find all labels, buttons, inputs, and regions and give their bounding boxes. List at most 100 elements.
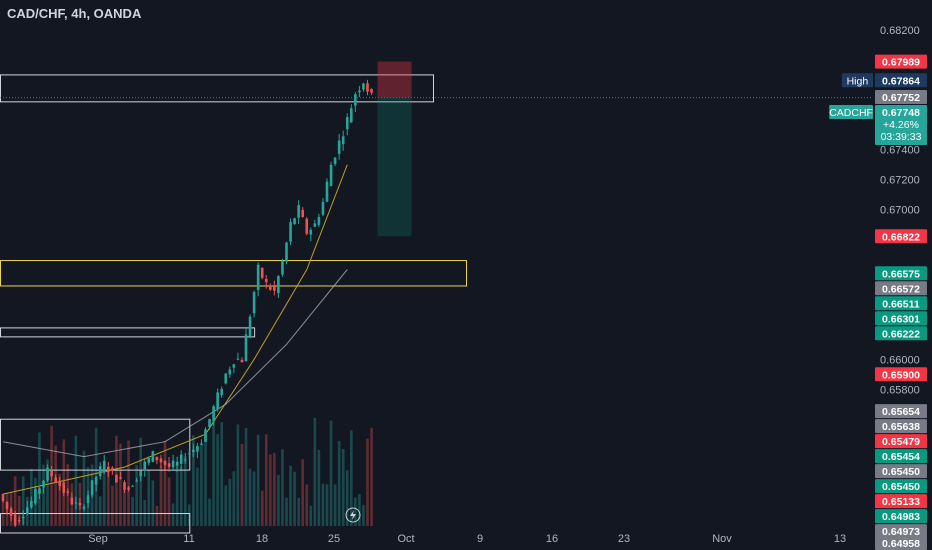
candle-body	[204, 429, 207, 442]
y-tick-label: 0.67000	[880, 205, 920, 217]
candle-body	[131, 485, 134, 487]
candle-body	[200, 443, 203, 445]
volume-bar	[17, 495, 21, 526]
volume-bar	[167, 477, 171, 526]
price-tag	[875, 449, 927, 464]
price-tag	[875, 404, 927, 419]
price-tag-text: 0.65450	[882, 466, 920, 478]
volume-bar	[264, 434, 268, 526]
candle-body	[370, 88, 373, 93]
x-tick-label: Nov	[712, 533, 732, 545]
x-tick-label: 11	[183, 533, 194, 545]
volume-bar	[260, 490, 264, 526]
chart-title: CAD/CHF, 4h, OANDA	[7, 6, 142, 21]
floor-zone	[0, 513, 191, 534]
x-tick-label: 25	[328, 533, 340, 545]
price-tag	[875, 419, 927, 434]
price-tag-text: 0.65900	[882, 369, 920, 381]
volume-bar	[358, 493, 361, 526]
lightning-icon[interactable]	[345, 507, 361, 523]
candle-body	[66, 491, 70, 493]
price-tag-text: 0.66575	[882, 268, 920, 280]
volume-bar	[1, 498, 5, 526]
lower-zone	[0, 327, 256, 338]
volume-bar	[244, 427, 248, 526]
price-tag	[875, 311, 927, 326]
candle-body	[86, 495, 90, 504]
price-tag-text: 0.67748	[882, 107, 920, 119]
volume-bar	[362, 504, 365, 526]
price-tag-text: 0.64983	[882, 511, 920, 523]
candle-body	[30, 501, 33, 508]
candle-body	[341, 136, 345, 145]
volume-bar	[171, 503, 175, 526]
x-tick-label: 9	[477, 533, 483, 545]
candle-body	[94, 476, 98, 485]
candle-body	[289, 222, 292, 242]
volume-bar	[301, 459, 304, 526]
supply-zone	[0, 74, 434, 103]
candle-body	[232, 364, 236, 368]
candle-body	[78, 502, 82, 506]
price-tag-text: 0.64973	[882, 526, 920, 538]
volume-bar	[135, 465, 138, 526]
candle-body	[236, 358, 240, 360]
price-tag	[875, 54, 927, 69]
candle-body	[21, 516, 25, 519]
volume-bar	[248, 468, 252, 526]
price-tag-caption-box	[841, 73, 873, 88]
price-tag-text: 0.65133	[882, 496, 920, 508]
volume-bar	[350, 430, 353, 526]
candle-body	[17, 520, 21, 522]
candle-body	[309, 229, 313, 235]
y-tick-label: 0.68200	[880, 25, 920, 37]
candle-body	[305, 218, 309, 234]
x-tick-label: Sep	[88, 533, 108, 545]
candle-body	[220, 388, 223, 395]
price-tag-caption: High	[847, 75, 869, 87]
candle-body	[111, 467, 114, 470]
candle-body	[167, 463, 171, 468]
candle-body	[212, 406, 215, 421]
volume-bar	[366, 438, 369, 526]
volume-bar	[256, 434, 260, 526]
candle-body	[139, 471, 142, 477]
candle-body	[317, 216, 321, 225]
volume-bar	[281, 449, 284, 526]
candle-body	[337, 140, 341, 154]
candle-body	[329, 164, 333, 187]
volume-bar	[309, 505, 313, 526]
candle-body	[26, 507, 29, 515]
volume-bar	[236, 424, 240, 526]
price-tag	[875, 524, 927, 539]
volume-bar	[102, 461, 106, 526]
volume-bar	[111, 485, 114, 526]
x-tick-label: Oct	[397, 533, 414, 545]
volume-bar	[192, 435, 195, 526]
y-tick-label: 0.67200	[880, 175, 920, 187]
demand-zone	[0, 260, 467, 287]
volume-bar	[200, 442, 203, 526]
volume-bar	[370, 427, 373, 526]
price-tag	[875, 73, 927, 88]
volume-bar	[175, 461, 179, 526]
candle-body	[127, 487, 130, 490]
candle-body	[188, 453, 191, 455]
candle-body	[244, 334, 248, 362]
price-tag	[875, 90, 927, 105]
volume-bar	[337, 440, 341, 526]
volume-bar	[123, 487, 126, 526]
candle-body	[333, 157, 337, 165]
volume-bar	[147, 470, 151, 526]
candle-body	[350, 108, 353, 123]
candle-body	[366, 83, 369, 92]
candle-body	[5, 501, 9, 509]
candle-body	[285, 242, 288, 262]
price-tag	[875, 367, 927, 382]
price-tag-text: 0.66301	[882, 313, 920, 325]
volume-bar	[212, 419, 215, 526]
candle-body	[107, 466, 110, 473]
volume-bar	[321, 483, 325, 526]
price-tag-subtext: +4.26%	[883, 119, 919, 131]
